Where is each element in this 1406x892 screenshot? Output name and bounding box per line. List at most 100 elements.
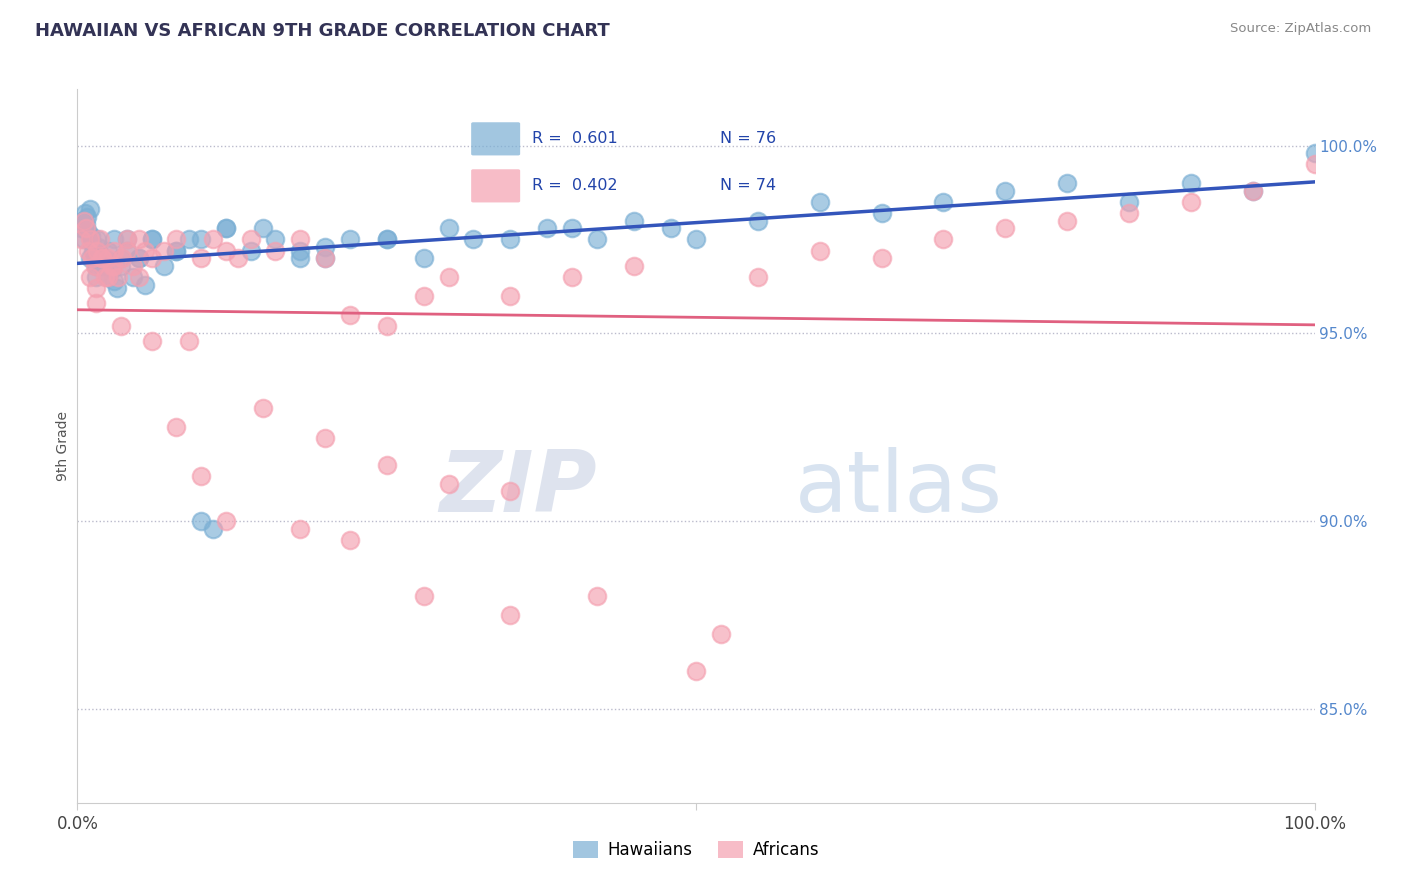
Point [1118, 206, 1140, 220]
Point [1118, 194, 1140, 209]
Point [103, 244, 125, 258]
Point [91, 251, 114, 265]
Point [685, 665, 707, 679]
Point [314, 240, 336, 254]
Point [288, 522, 311, 536]
Point [870, 251, 893, 265]
Point [73, 206, 96, 220]
Point [83, 259, 105, 273]
Point [710, 627, 733, 641]
Text: HAWAIIAN VS AFRICAN 9TH GRADE CORRELATION CHART: HAWAIIAN VS AFRICAN 9TH GRADE CORRELATIO… [35, 22, 610, 40]
Point [128, 251, 150, 265]
Point [79, 251, 101, 265]
Point [111, 251, 134, 265]
Point [76, 210, 98, 224]
Point [339, 533, 361, 547]
Point [288, 244, 311, 258]
Point [86, 244, 108, 258]
Point [623, 259, 645, 273]
Point [314, 251, 336, 265]
Point [685, 232, 707, 246]
Point [215, 514, 238, 528]
Point [141, 232, 163, 246]
Point [75, 218, 97, 232]
Point [994, 184, 1017, 198]
Point [586, 589, 609, 603]
Point [82, 236, 104, 251]
Point [339, 232, 361, 246]
Point [177, 334, 200, 348]
Point [288, 232, 311, 246]
Point [153, 259, 176, 273]
Point [499, 484, 522, 499]
Point [437, 270, 460, 285]
Point [105, 281, 128, 295]
Point [1056, 176, 1078, 190]
Point [1241, 184, 1264, 198]
Point [70, 232, 93, 246]
Point [314, 251, 336, 265]
Point [165, 244, 187, 258]
Point [84, 296, 107, 310]
Point [747, 213, 769, 227]
Point [97, 270, 120, 285]
Point [239, 244, 262, 258]
Point [1056, 213, 1078, 227]
Point [375, 232, 398, 246]
Point [103, 274, 125, 288]
Point [87, 240, 110, 254]
Point [339, 308, 361, 322]
Point [91, 251, 114, 265]
Point [122, 259, 145, 273]
Point [536, 221, 558, 235]
Point [288, 251, 311, 265]
Point [932, 194, 955, 209]
Point [499, 232, 522, 246]
Point [110, 251, 132, 265]
Point [79, 232, 101, 246]
Point [77, 225, 100, 239]
Point [264, 232, 287, 246]
Point [115, 244, 138, 258]
Point [808, 244, 831, 258]
Point [77, 244, 100, 258]
Text: Source: ZipAtlas.com: Source: ZipAtlas.com [1230, 22, 1371, 36]
Point [72, 213, 94, 227]
Point [561, 221, 583, 235]
Point [79, 202, 101, 217]
Point [202, 522, 225, 536]
Point [141, 334, 163, 348]
Point [808, 194, 831, 209]
Point [84, 270, 107, 285]
Point [1241, 184, 1264, 198]
Point [141, 251, 163, 265]
Point [1180, 194, 1202, 209]
Point [128, 251, 150, 265]
Point [86, 232, 108, 246]
Point [932, 232, 955, 246]
Legend: Hawaiians, Africans: Hawaiians, Africans [567, 834, 825, 866]
Point [202, 232, 225, 246]
Point [437, 476, 460, 491]
Point [153, 244, 176, 258]
Point [97, 251, 120, 265]
Point [561, 270, 583, 285]
Point [115, 232, 138, 246]
Point [375, 458, 398, 472]
Point [110, 259, 132, 273]
Point [75, 221, 97, 235]
Point [190, 514, 212, 528]
Point [1303, 157, 1326, 171]
Point [499, 289, 522, 303]
Point [190, 232, 212, 246]
Point [165, 244, 187, 258]
Point [80, 228, 103, 243]
Point [215, 221, 238, 235]
Point [97, 244, 120, 258]
Point [103, 232, 125, 246]
Point [83, 251, 105, 265]
Point [215, 244, 238, 258]
Point [499, 607, 522, 622]
Point [70, 221, 93, 235]
Point [141, 232, 163, 246]
